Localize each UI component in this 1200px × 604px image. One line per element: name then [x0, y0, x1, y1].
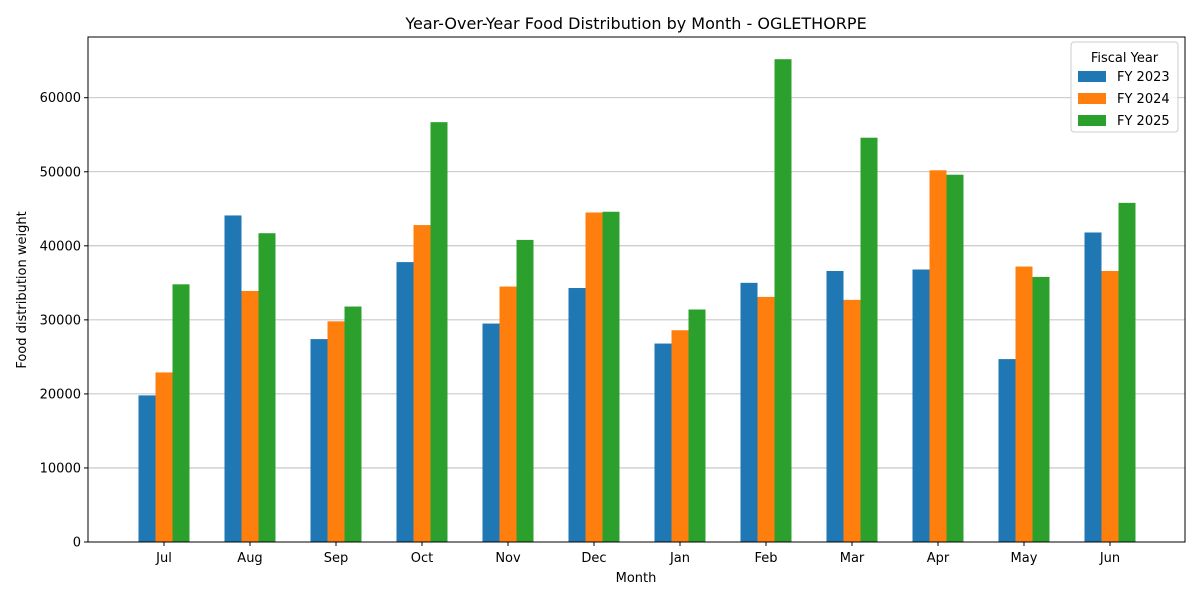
bar — [155, 372, 173, 542]
x-tick-label: Mar — [840, 551, 865, 566]
bar — [757, 296, 775, 542]
bar — [568, 288, 586, 542]
legend-label: FY 2025 — [1117, 114, 1170, 129]
bar — [1118, 202, 1136, 542]
legend-label: FY 2023 — [1117, 70, 1170, 85]
x-tick-label: Feb — [754, 551, 777, 566]
bar — [430, 122, 448, 542]
y-tick-label: 40000 — [40, 239, 81, 254]
bar — [138, 395, 156, 542]
y-tick-label: 20000 — [40, 387, 81, 402]
legend-swatch — [1078, 115, 1106, 126]
x-tick-label: Jul — [155, 551, 172, 566]
bar — [860, 137, 878, 543]
x-axis-label: Month — [616, 571, 657, 586]
chart-title: Year-Over-Year Food Distribution by Mont… — [404, 14, 866, 33]
bar — [310, 339, 328, 542]
bar — [1015, 266, 1033, 542]
legend: Fiscal Year FY 2023 FY 2024 FY 2025 — [1070, 41, 1179, 133]
bar — [172, 284, 190, 542]
bar — [396, 262, 414, 542]
x-tick-label: Aug — [237, 551, 262, 566]
bar — [826, 270, 844, 542]
bar — [602, 211, 620, 542]
y-axis-label: Food distribution weight — [15, 211, 30, 368]
bar — [413, 225, 431, 543]
y-tick-label: 50000 — [40, 165, 81, 180]
bar — [654, 343, 672, 542]
x-tick-label: Jun — [1099, 551, 1120, 566]
x-tick-label: Jan — [669, 551, 690, 566]
legend-label: FY 2024 — [1117, 92, 1170, 107]
y-tick-label: 0 — [73, 536, 81, 551]
bar — [912, 269, 930, 542]
bar — [482, 323, 500, 542]
bar — [774, 59, 792, 542]
bar — [258, 233, 276, 542]
y-tick-label: 60000 — [40, 91, 81, 106]
bars — [138, 59, 1136, 543]
legend-swatch — [1078, 93, 1106, 104]
legend-box — [1070, 41, 1179, 133]
plot-frame — [87, 36, 1186, 543]
x-tick-label: Dec — [581, 551, 606, 566]
bar — [671, 330, 689, 542]
legend-items: FY 2023 FY 2024 FY 2025 — [1078, 70, 1170, 129]
bar — [327, 321, 345, 542]
bar — [1101, 270, 1119, 542]
bar — [688, 309, 706, 542]
legend-swatch — [1078, 71, 1106, 82]
bar — [929, 170, 947, 542]
x-tick-label: Apr — [927, 551, 950, 566]
bar — [499, 286, 517, 542]
y-axis-ticks: 0 10000 20000 30000 40000 50000 60000 — [40, 91, 88, 551]
bar — [1084, 232, 1102, 542]
legend-title: Fiscal Year — [1091, 51, 1159, 66]
bar — [740, 282, 758, 542]
bar — [241, 290, 259, 542]
bar — [516, 239, 534, 543]
bar — [1032, 276, 1050, 542]
x-tick-label: May — [1011, 551, 1038, 566]
x-axis-ticks: Jul Aug Sep Oct Nov Dec Jan Feb Mar Apr May Jun — [155, 542, 1120, 566]
bar — [843, 299, 861, 542]
y-tick-label: 10000 — [40, 461, 81, 476]
x-tick-label: Nov — [495, 551, 521, 566]
y-tick-label: 30000 — [40, 313, 81, 328]
bar — [998, 359, 1016, 542]
bar — [344, 306, 362, 542]
bar — [585, 212, 603, 542]
bar — [946, 174, 964, 542]
x-tick-label: Oct — [411, 551, 433, 566]
x-tick-label: Sep — [324, 551, 349, 566]
bar — [224, 215, 242, 543]
